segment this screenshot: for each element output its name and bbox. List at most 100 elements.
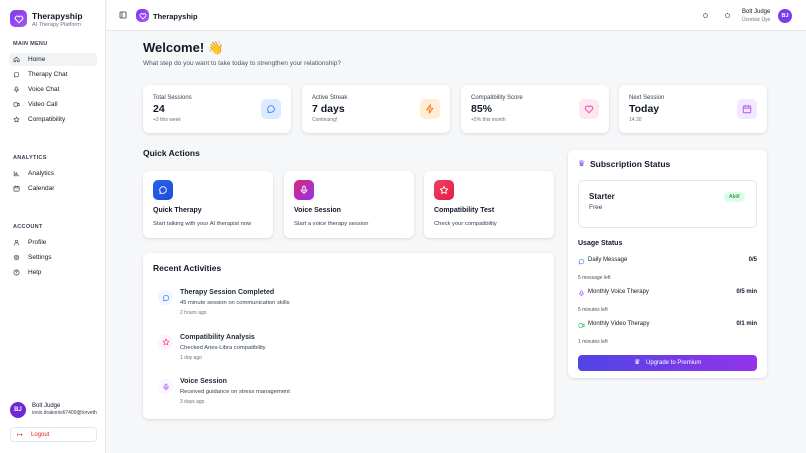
stat-value: 85%: [471, 103, 493, 115]
nav-label: Analytics: [28, 170, 55, 177]
nav-item[interactable]: Calendar: [9, 182, 97, 195]
quick-action-card[interactable]: Compatibility Test Check your compatibili…: [424, 171, 554, 238]
nav-item[interactable]: Voice Chat: [9, 83, 97, 96]
nav-label: Compatibility: [28, 116, 66, 123]
activity-title: Therapy Session Completed: [180, 289, 275, 296]
icon: [158, 185, 168, 195]
usage-label: Daily Message: [588, 257, 628, 263]
nav-item[interactable]: Home: [9, 53, 97, 66]
section-title: Quick Actions: [143, 148, 200, 158]
icon: [578, 322, 585, 329]
action-icon: [153, 180, 173, 200]
stat-value: 24: [153, 103, 165, 115]
stat-label: Active Streak: [312, 95, 348, 101]
icon: [13, 185, 20, 192]
quick-action-card[interactable]: Voice Session Start a voice therapy sessi…: [284, 171, 414, 238]
stat-note: 14:30: [629, 117, 642, 123]
usage-value: 0/5 min: [736, 289, 757, 295]
stat-icon: [420, 99, 440, 119]
action-icon: [294, 180, 314, 200]
user-name: Bolt Judge: [742, 9, 771, 15]
icon: [742, 104, 752, 114]
crown-icon: ♛: [578, 159, 586, 168]
usage-label: Monthly Video Therapy: [588, 321, 650, 327]
button-label: Upgrade to Premium: [646, 360, 702, 366]
icon: [162, 383, 170, 391]
card-title: Subscription Status: [590, 159, 671, 169]
icon: [13, 239, 20, 246]
logout-label: Logout: [31, 432, 50, 438]
usage-value: 0/1 min: [736, 321, 757, 327]
nav-label: Therapy Chat: [28, 71, 68, 78]
quick-action-card[interactable]: Quick Therapy Start talking with your AI …: [143, 171, 273, 238]
action-title: Voice Session: [294, 207, 341, 214]
nav-item[interactable]: Therapy Chat: [9, 68, 97, 81]
nav-item[interactable]: Video Call: [9, 98, 97, 111]
nav-item[interactable]: Compatibility: [9, 113, 97, 126]
avatar[interactable]: BJ: [778, 9, 792, 23]
icon: [266, 104, 276, 114]
upgrade-button[interactable]: ♛ Upgrade to Premium: [578, 355, 757, 371]
usage-remaining: 5 minutes left: [578, 307, 608, 313]
logout-icon: ↦: [17, 432, 23, 439]
settings-icon[interactable]: [702, 12, 709, 19]
icon: [578, 290, 585, 297]
stat-icon: [579, 99, 599, 119]
topbar: Therapyship Bolt Judge Ücretsiz Üye BJ: [107, 0, 806, 31]
nav-label: Settings: [28, 254, 52, 261]
status-badge: Aktif: [724, 192, 745, 202]
icon: [162, 294, 170, 302]
icon: [439, 185, 449, 195]
action-description: Start a voice therapy session: [294, 221, 369, 227]
brand: Therapyship: [32, 11, 83, 21]
usage-remaining: 1 minutes left: [578, 339, 608, 345]
nav-item[interactable]: Analytics: [9, 167, 97, 180]
action-title: Compatibility Test: [434, 207, 495, 214]
stat-note: Continuing!: [312, 117, 338, 123]
activity-title: Voice Session: [180, 378, 227, 385]
logo: [10, 10, 27, 27]
usage-value: 0/5: [748, 257, 757, 263]
activity-description: 45 minute session on communication skill…: [180, 300, 290, 306]
card-title: Recent Activities: [153, 263, 222, 273]
sidebar-toggle[interactable]: [119, 11, 127, 19]
logout-button[interactable]: ↦ Logout: [10, 427, 97, 442]
usage-label: Monthly Voice Therapy: [588, 289, 649, 295]
user-email: ionix.drakonis67409@torveth: [32, 410, 97, 416]
activity-title: Compatibility Analysis: [180, 333, 255, 341]
icon: [13, 254, 20, 261]
nav-label: Voice Chat: [28, 86, 60, 93]
welcome-subtitle: What step do you want to take today to s…: [143, 60, 342, 67]
subscription-card: ♛ Subscription Status Starter Free Aktif…: [568, 150, 767, 378]
stat-value: 7 days: [312, 103, 345, 115]
settings-icon[interactable]: [724, 12, 731, 19]
nav-label: Video Call: [28, 101, 58, 108]
icon: [578, 258, 585, 265]
stat-note: +3 this week: [153, 117, 181, 123]
icon: [13, 269, 20, 276]
nav-item[interactable]: Help: [9, 266, 97, 279]
stat-value: Today: [629, 103, 660, 115]
action-description: Start talking with your AI therapist now: [153, 221, 252, 227]
avatar: BJ: [10, 402, 26, 418]
usage-title: Usage Status: [578, 240, 623, 247]
stat-card: Next Session Today 14:30: [619, 85, 767, 133]
usage-remaining: 5 message left: [578, 275, 611, 281]
icon: [425, 104, 435, 114]
stat-label: Compatibility Score: [471, 95, 523, 101]
user-plan: Ücretsiz Üye: [742, 17, 771, 23]
icon: [13, 71, 20, 78]
crown-icon: ♛: [634, 359, 641, 366]
icon: [13, 101, 20, 108]
nav-item[interactable]: Profile: [9, 236, 97, 249]
icon: [13, 170, 20, 177]
sidebar: Therapyship AI Therapy Platform BJ Bolt …: [0, 0, 106, 453]
stat-label: Total Sessions: [153, 95, 192, 101]
action-title: Quick Therapy: [153, 207, 202, 214]
nav-item[interactable]: Settings: [9, 251, 97, 264]
stat-card: Total Sessions 24 +3 this week: [143, 85, 291, 133]
nav-label: Help: [28, 269, 42, 276]
icon: [13, 116, 20, 123]
stat-card: Compatibility Score 85% +5% this month: [461, 85, 609, 133]
